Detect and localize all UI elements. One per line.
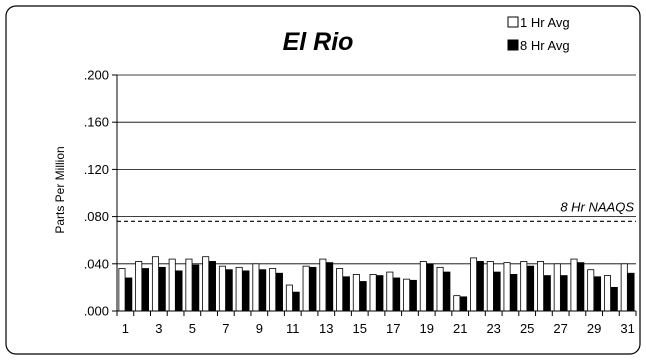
bar-1hr-avg — [403, 278, 411, 312]
x-tick-label: 27 — [553, 321, 567, 336]
legend-swatch-1hr — [507, 16, 519, 28]
bar-1hr-avg — [252, 263, 260, 312]
x-tick-label: 7 — [222, 321, 229, 336]
x-tick-label: 17 — [386, 321, 400, 336]
bar-1hr-avg — [302, 265, 310, 312]
bar-8hr-avg — [543, 275, 551, 312]
bar-8hr-avg — [476, 261, 484, 312]
bar-1hr-avg — [185, 258, 193, 312]
legend-label-1hr: 1 Hr Avg — [520, 15, 570, 30]
bars — [118, 256, 635, 312]
bar-1hr-avg — [453, 295, 461, 312]
x-tick-label: 3 — [155, 321, 162, 336]
bar-8hr-avg — [242, 270, 250, 312]
bar-1hr-avg — [151, 256, 159, 312]
bar-8hr-avg — [175, 270, 183, 312]
bar-1hr-avg — [520, 261, 528, 312]
y-tick-label: .000 — [84, 304, 109, 319]
bar-8hr-avg — [493, 271, 501, 312]
bar-8hr-avg — [342, 276, 350, 312]
bar-8hr-avg — [460, 296, 468, 312]
bar-8hr-avg — [275, 272, 283, 312]
y-tick-label: .160 — [84, 115, 109, 130]
legend-label-8hr: 8 Hr Avg — [520, 38, 570, 53]
axes — [116, 75, 636, 312]
bar-8hr-avg — [627, 272, 635, 312]
bar-1hr-avg — [369, 274, 377, 312]
x-tick-label: 19 — [419, 321, 433, 336]
bar-8hr-avg — [225, 269, 233, 312]
x-tick-label: 15 — [353, 321, 367, 336]
bar-1hr-avg — [603, 275, 611, 312]
x-tick-label: 23 — [486, 321, 500, 336]
x-tick-label: 25 — [520, 321, 534, 336]
bar-8hr-avg — [292, 291, 300, 312]
bar-1hr-avg — [352, 274, 360, 312]
bar-1hr-avg — [218, 265, 226, 312]
reference-line-group: 8 Hr NAAQS — [117, 199, 636, 222]
bar-1hr-avg — [135, 261, 143, 312]
chart-title: El Rio — [283, 28, 354, 56]
x-tick-label: 31 — [620, 321, 634, 336]
x-tick-label: 13 — [319, 321, 333, 336]
bar-8hr-avg — [426, 263, 434, 312]
bar-1hr-avg — [336, 268, 344, 312]
bar-1hr-avg — [419, 261, 427, 312]
x-tick-label: 21 — [453, 321, 467, 336]
bar-8hr-avg — [326, 262, 334, 312]
bar-1hr-avg — [503, 262, 511, 312]
legend: 1 Hr Avg 8 Hr Avg — [507, 15, 570, 53]
x-tick-label: 9 — [256, 321, 263, 336]
bar-1hr-avg — [620, 263, 628, 312]
bar-8hr-avg — [376, 275, 384, 312]
bar-1hr-avg — [285, 284, 293, 312]
bar-8hr-avg — [443, 271, 451, 312]
bar-1hr-avg — [436, 266, 444, 312]
bar-1hr-avg — [319, 258, 327, 312]
bar-8hr-avg — [142, 268, 150, 312]
bar-8hr-avg — [594, 276, 602, 312]
bar-1hr-avg — [570, 258, 578, 312]
x-tick-label: 29 — [587, 321, 601, 336]
bar-8hr-avg — [158, 266, 166, 312]
bar-8hr-avg — [208, 261, 216, 312]
legend-swatch-8hr — [507, 39, 519, 51]
bar-1hr-avg — [386, 271, 394, 312]
naaqs-reference-label: 8 Hr NAAQS — [560, 199, 634, 214]
y-tick-label: .040 — [84, 256, 109, 271]
bar-1hr-avg — [470, 257, 478, 312]
bar-1hr-avg — [168, 258, 176, 312]
bar-1hr-avg — [269, 268, 277, 312]
bar-1hr-avg — [202, 256, 210, 312]
bar-1hr-avg — [553, 263, 561, 312]
bar-8hr-avg — [393, 277, 401, 312]
y-tick-label: .120 — [84, 162, 109, 177]
bar-1hr-avg — [486, 261, 494, 312]
bar-1hr-avg — [235, 266, 243, 312]
y-tick-label: .080 — [84, 209, 109, 224]
bar-8hr-avg — [309, 266, 317, 312]
bar-1hr-avg — [537, 261, 545, 312]
bar-8hr-avg — [409, 279, 417, 312]
bar-8hr-avg — [192, 264, 200, 312]
y-tick-labels: .000 .040 .080 .120 .160 .200 — [84, 68, 117, 319]
bar-8hr-avg — [527, 265, 535, 312]
y-axis-label: Parts Per Million — [53, 146, 67, 233]
bar-8hr-avg — [577, 262, 585, 312]
bar-8hr-avg — [259, 269, 267, 312]
x-tick-label: 5 — [189, 321, 196, 336]
x-tick-label: 11 — [286, 321, 300, 336]
bar-1hr-avg — [118, 268, 126, 312]
x-tick-label: 1 — [122, 321, 129, 336]
bar-8hr-avg — [510, 274, 518, 312]
bar-8hr-avg — [560, 275, 568, 312]
x-tick-labels: 1 3 5 7 9 11 13 15 17 19 21 23 25 27 29 31 — [116, 311, 637, 336]
bar-8hr-avg — [359, 281, 367, 312]
bar-8hr-avg — [125, 277, 133, 312]
bar-8hr-avg — [610, 286, 618, 312]
bar-1hr-avg — [587, 269, 595, 312]
y-tick-label: .200 — [84, 68, 109, 83]
